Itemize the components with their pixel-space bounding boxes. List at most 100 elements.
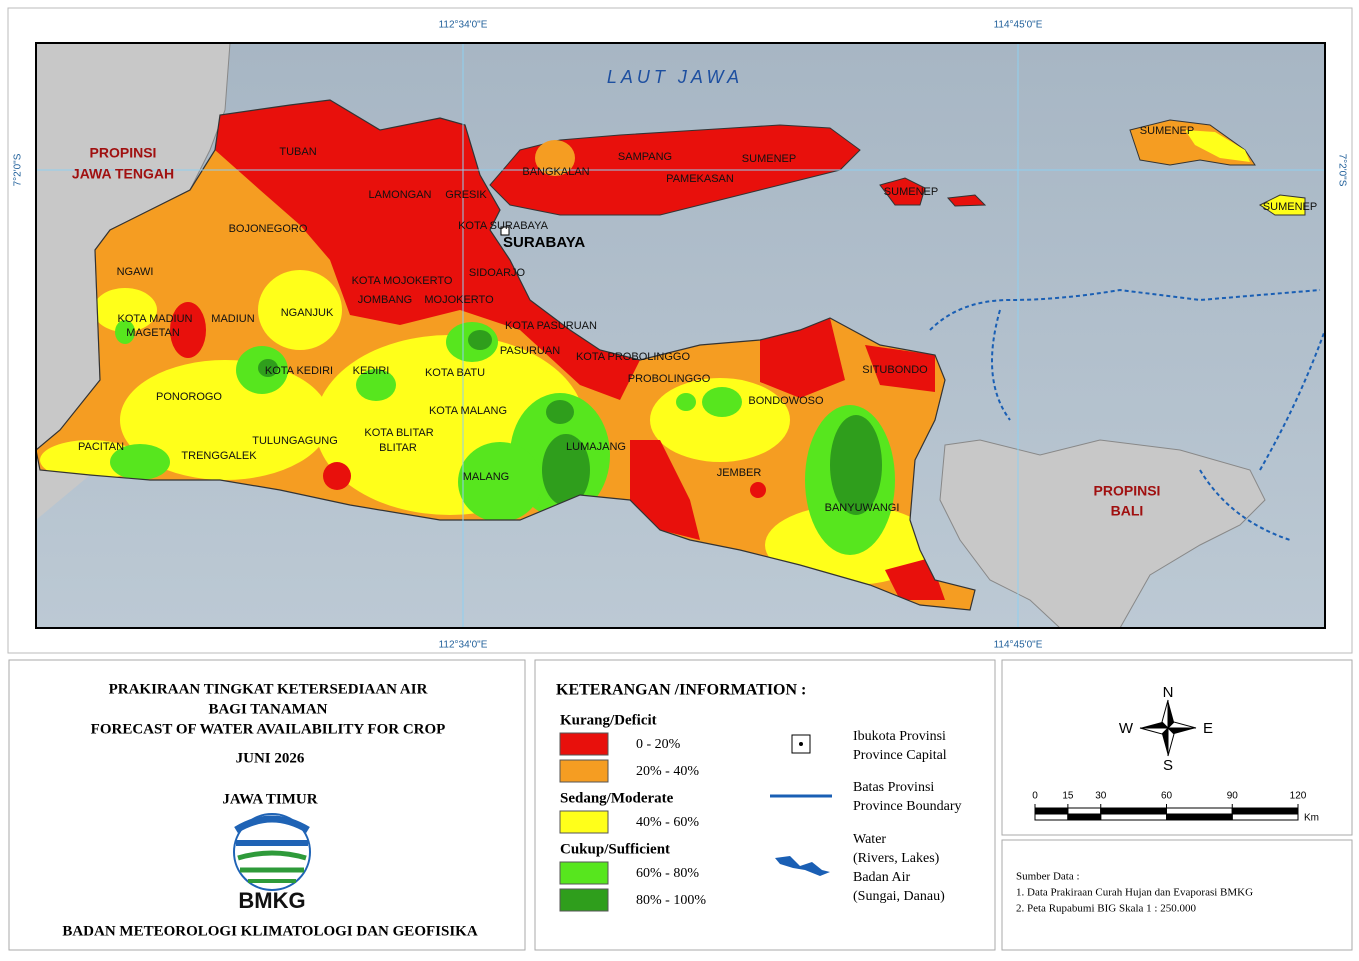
scale-segment <box>1100 813 1167 821</box>
agency: BADAN METEOROLOGI KLIMATOLOGI DAN GEOFIS… <box>62 923 478 939</box>
coord-label: 112°34'0"E <box>439 640 488 651</box>
zone <box>323 462 351 490</box>
legend-swatch <box>559 759 609 783</box>
scale-segment <box>1067 807 1102 815</box>
district-label: KOTA PROBOLINGGO <box>576 351 691 363</box>
district-label: MOJOKERTO <box>424 294 494 306</box>
district-label: BANGKALAN <box>522 166 589 178</box>
district-label: BLITAR <box>379 442 417 454</box>
compass-n: N <box>1163 684 1174 701</box>
scale-segment <box>1034 813 1069 821</box>
legend-title: KETERANGAN /INFORMATION : <box>556 682 806 699</box>
legend: Kurang/Deficit 0 - 20% 20% - 40% Sedang/Mod… <box>559 712 706 912</box>
zone <box>356 369 396 401</box>
symbol-label: Water <box>853 832 886 847</box>
district-label: SITUBONDO <box>862 364 928 376</box>
compass-s: S <box>1163 757 1173 774</box>
coord-label: 114°45'0"E <box>994 640 1043 651</box>
district-label: KOTA BATU <box>425 367 485 379</box>
district-label: BOJONEGORO <box>229 223 308 235</box>
symbol-label: Province Boundary <box>853 799 961 814</box>
bmkg-logo <box>233 813 311 891</box>
neighbor-label: PROPINSI <box>1094 483 1161 499</box>
zone <box>258 359 278 377</box>
district-label: JOMBANG <box>358 294 412 306</box>
island <box>946 194 987 207</box>
zone <box>120 360 330 480</box>
zone <box>676 393 696 411</box>
jawa-tengah-south <box>36 450 90 520</box>
island <box>1185 130 1250 162</box>
island <box>1259 194 1306 216</box>
legend-symbols <box>770 734 832 876</box>
scale-label: 0 <box>1032 791 1038 802</box>
zone <box>702 387 742 417</box>
zone <box>830 415 882 515</box>
zone <box>110 444 170 480</box>
district-label: PONOROGO <box>156 391 222 403</box>
scale-segment <box>1166 807 1233 815</box>
district-label: PAMEKASAN <box>666 173 734 185</box>
district-label: KOTA BLITAR <box>364 427 433 439</box>
scale-unit: Km <box>1304 813 1319 824</box>
coord-label: 7°2'0"S <box>1336 154 1347 187</box>
symbol-label: Province Capital <box>853 748 947 763</box>
zone <box>215 100 640 400</box>
scale-label: 90 <box>1227 791 1239 802</box>
legend-swatch <box>559 732 609 756</box>
symbol-label: (Rivers, Lakes) <box>853 851 940 866</box>
district-label: PASURUAN <box>500 345 560 357</box>
symbol-label: Ibukota Provinsi <box>853 729 946 744</box>
zone <box>542 434 590 506</box>
legend-label: 60% - 80% <box>636 866 699 881</box>
legend-label: 20% - 40% <box>636 764 699 779</box>
legend-group: Kurang/Deficit <box>560 712 657 728</box>
district-label: JEMBER <box>717 467 762 479</box>
district-label: KEDIRI <box>353 365 390 377</box>
zone <box>750 482 766 498</box>
map-border <box>35 42 1326 629</box>
capital-label: SURABAYA <box>503 234 585 251</box>
compass-panel <box>1001 659 1353 836</box>
scale-label: 15 <box>1062 791 1074 802</box>
neighbor-label: BALI <box>1111 503 1144 519</box>
scale-segment <box>1100 807 1167 815</box>
district-label: SUMENEP <box>1263 201 1317 213</box>
symbol-label: (Sungai, Danau) <box>853 889 945 904</box>
scale-bar: 0 15 30 60 90 120 Km <box>1032 791 1319 824</box>
logo-text: BMKG <box>238 888 305 913</box>
coord-label: 7°2'0"S <box>13 153 24 186</box>
map: LAUT JAWA PROPINSI JAWA TENGAH PROPINSI … <box>36 43 1325 628</box>
zone <box>535 140 575 176</box>
legend-group: Sedang/Moderate <box>560 790 674 806</box>
symbol-label: Batas Provinsi <box>853 780 934 795</box>
district-label: BANYUWANGI <box>825 502 900 514</box>
district-label: LUMAJANG <box>566 441 626 453</box>
title-line: FORECAST OF WATER AVAILABILITY FOR CROP <box>91 721 446 737</box>
zone <box>546 400 574 424</box>
district-label: SUMENEP <box>884 186 938 198</box>
sea-label: LAUT JAWA <box>607 67 743 87</box>
district-label: KOTA MOJOKERTO <box>352 275 453 287</box>
district-label: PROBOLINGGO <box>628 373 711 385</box>
district-label: LAMONGAN <box>369 189 432 201</box>
district-label: KOTA SURABAYA <box>458 220 549 232</box>
zone <box>760 318 845 398</box>
zone <box>630 440 700 540</box>
district-label: KOTA MADIUN <box>118 313 193 325</box>
north-arrow <box>1139 699 1197 757</box>
district-label: SUMENEP <box>1140 125 1194 137</box>
compass-w: W <box>1119 720 1134 737</box>
district-label: BONDOWOSO <box>748 395 824 407</box>
district-label: TRENGGALEK <box>181 450 257 462</box>
district-labels: TUBAN LAMONGAN GRESIK KOTA SURABAYA BANGKALA… <box>78 125 1317 514</box>
source-item: 1. Data Prakiraan Curah Hujan dan Evapor… <box>1016 887 1253 899</box>
zone <box>170 302 206 358</box>
legend-label: 80% - 100% <box>636 893 706 908</box>
district-label: SAMPANG <box>618 151 672 163</box>
legend-swatch <box>559 888 609 912</box>
legend-panel <box>534 659 996 951</box>
district-label: MADIUN <box>211 313 254 325</box>
district-label: PACITAN <box>78 441 124 453</box>
